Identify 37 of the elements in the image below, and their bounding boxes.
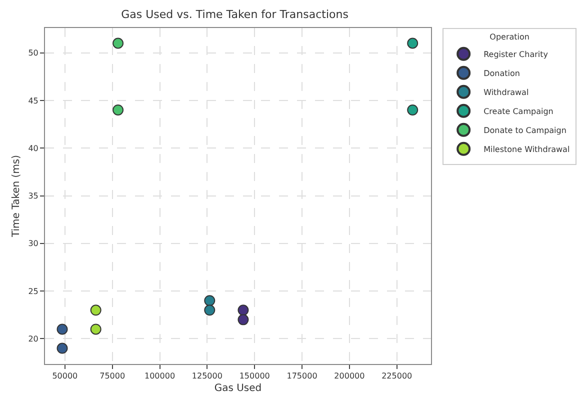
legend-label: Donate to Campaign xyxy=(484,126,566,136)
x-tick-label: 200000 xyxy=(334,372,365,381)
point xyxy=(112,38,124,49)
legend-title: Operation xyxy=(490,32,530,42)
chart-title: Gas Used vs. Time Taken for Transactions xyxy=(121,8,349,21)
point xyxy=(90,324,102,335)
point xyxy=(204,304,216,316)
x-axis-title: Gas Used xyxy=(214,383,262,394)
point xyxy=(56,342,68,354)
x-tick-label: 50000 xyxy=(52,372,78,381)
y-tick-label: 30 xyxy=(28,239,38,248)
point xyxy=(238,314,249,326)
y-tick-label: 45 xyxy=(28,96,38,106)
x-tick-label: 175000 xyxy=(286,372,318,381)
x-tick-label: 150000 xyxy=(239,372,270,381)
legend-label: Milestone Withdrawal xyxy=(484,145,570,154)
y-tick-label: 20 xyxy=(28,334,38,344)
y-axis-title: Time Taken (ms) xyxy=(11,154,22,238)
legend-label: Register Charity xyxy=(484,50,548,60)
legend-label: Donation xyxy=(484,69,520,78)
point xyxy=(407,38,418,49)
point xyxy=(407,104,418,116)
point xyxy=(112,104,124,116)
x-tick-label: 125000 xyxy=(192,372,222,381)
point xyxy=(204,295,216,306)
point xyxy=(238,304,249,316)
y-tick-label: 35 xyxy=(28,192,38,201)
point xyxy=(90,304,102,316)
legend-label: Create Campaign xyxy=(484,107,554,116)
point xyxy=(56,324,68,335)
y-tick-label: 50 xyxy=(28,48,38,58)
y-tick-label: 40 xyxy=(28,144,38,153)
x-tick-label: 75000 xyxy=(100,372,126,381)
legend-label: Withdrawal xyxy=(484,88,529,98)
y-tick-label: 25 xyxy=(28,286,38,296)
x-tick-label: 100000 xyxy=(144,372,176,381)
x-tick-label: 225000 xyxy=(382,372,412,381)
